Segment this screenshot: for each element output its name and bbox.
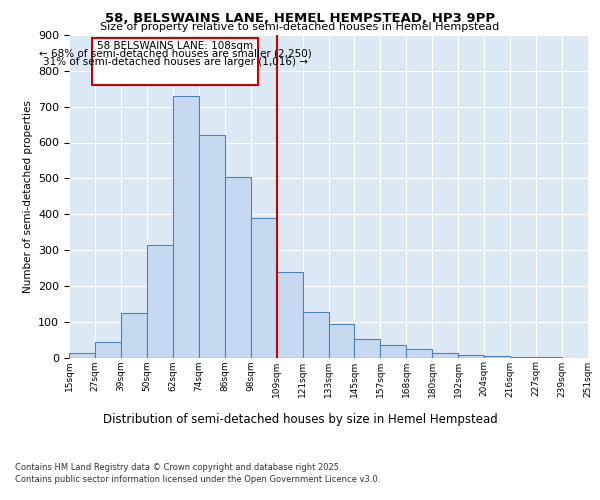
Bar xyxy=(433,353,458,358)
Bar xyxy=(484,356,510,358)
FancyBboxPatch shape xyxy=(92,38,259,85)
Text: ← 68% of semi-detached houses are smaller (2,250): ← 68% of semi-detached houses are smalle… xyxy=(39,48,312,58)
Bar xyxy=(380,345,406,358)
Bar xyxy=(458,354,484,358)
Bar xyxy=(277,272,302,358)
Bar xyxy=(95,342,121,357)
Bar xyxy=(121,312,147,358)
Text: 31% of semi-detached houses are larger (1,016) →: 31% of semi-detached houses are larger (… xyxy=(43,56,308,66)
Bar xyxy=(199,136,224,358)
Text: Contains public sector information licensed under the Open Government Licence v3: Contains public sector information licen… xyxy=(15,475,380,484)
Text: Size of property relative to semi-detached houses in Hemel Hempstead: Size of property relative to semi-detach… xyxy=(100,22,500,32)
Y-axis label: Number of semi-detached properties: Number of semi-detached properties xyxy=(23,100,32,292)
Bar xyxy=(406,348,432,358)
Text: 58, BELSWAINS LANE, HEMEL HEMPSTEAD, HP3 9PP: 58, BELSWAINS LANE, HEMEL HEMPSTEAD, HP3… xyxy=(105,12,495,26)
Bar xyxy=(225,176,251,358)
Bar xyxy=(173,96,199,357)
Bar xyxy=(510,357,536,358)
Bar xyxy=(355,338,380,357)
Text: Contains HM Land Registry data © Crown copyright and database right 2025.: Contains HM Land Registry data © Crown c… xyxy=(15,462,341,471)
Bar xyxy=(329,324,355,358)
Bar xyxy=(251,218,277,358)
Bar xyxy=(69,353,95,358)
Text: Distribution of semi-detached houses by size in Hemel Hempstead: Distribution of semi-detached houses by … xyxy=(103,412,497,426)
Bar xyxy=(302,312,329,358)
Text: 58 BELSWAINS LANE: 108sqm: 58 BELSWAINS LANE: 108sqm xyxy=(97,42,253,51)
Bar xyxy=(147,244,173,358)
